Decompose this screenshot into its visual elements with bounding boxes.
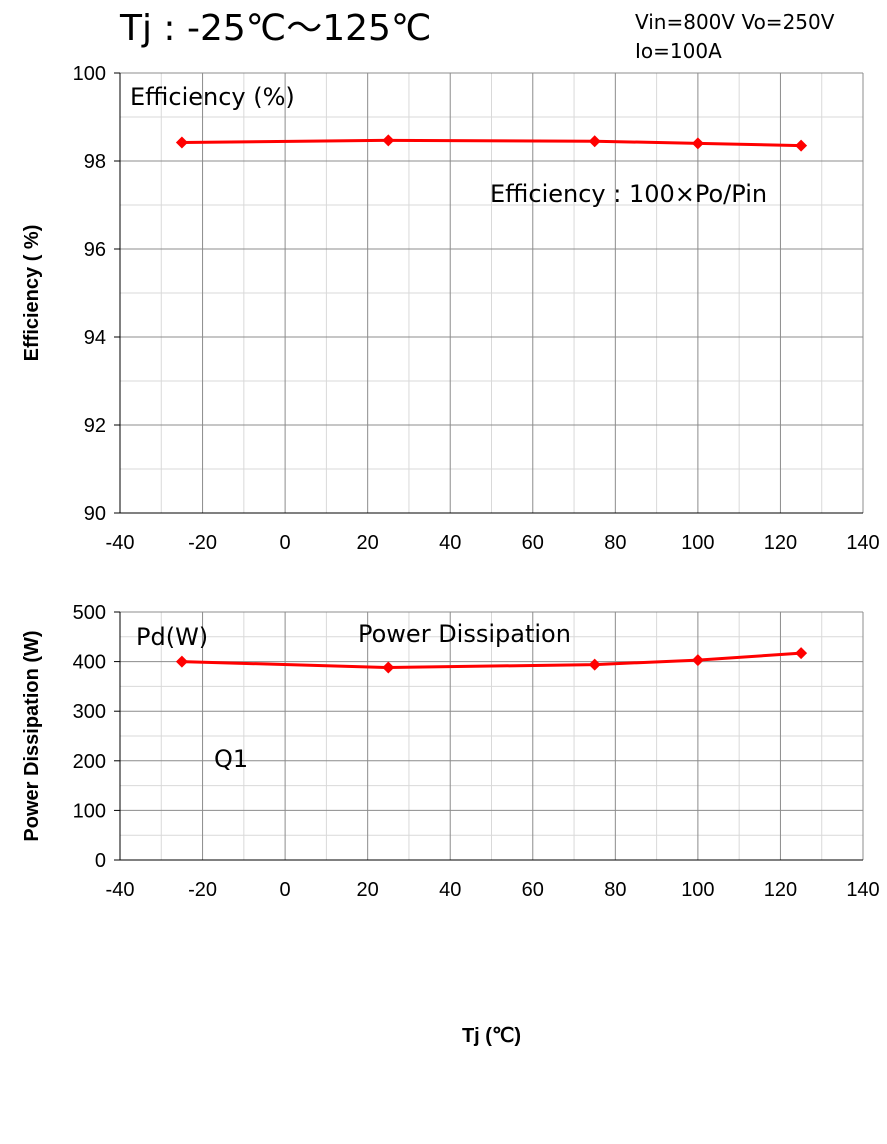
data-point-marker xyxy=(588,135,601,148)
y-tick-label: 200 xyxy=(73,751,106,773)
conditions-line-2: Io=100A xyxy=(635,39,722,63)
x-tick-label: 40 xyxy=(439,879,461,901)
chart-annotation: Efficiency (%) xyxy=(130,83,295,111)
y-tick-label: 98 xyxy=(84,151,106,173)
data-point-marker xyxy=(795,647,808,660)
x-tick-label: 100 xyxy=(681,532,714,554)
data-point-marker xyxy=(382,134,395,147)
y-tick-label: 0 xyxy=(95,850,106,872)
x-axis-label: Tj (℃) xyxy=(462,1025,521,1047)
x-tick-label: 60 xyxy=(522,879,544,901)
x-tick-label: 100 xyxy=(681,879,714,901)
x-tick-label: 20 xyxy=(357,532,379,554)
y-tick-label: 100 xyxy=(73,63,106,85)
y-tick-label: 300 xyxy=(73,701,106,723)
figure-title: Tj : -25℃～125℃ xyxy=(119,8,431,49)
x-tick-label: 0 xyxy=(280,532,291,554)
y-tick-label: 94 xyxy=(84,327,106,349)
x-tick-label: -40 xyxy=(106,879,135,901)
x-tick-label: 40 xyxy=(439,532,461,554)
y-axis-label: Efficiency ( %) xyxy=(21,225,43,362)
chart-annotation: Efficiency : 100×Po/Pin xyxy=(490,180,767,208)
x-tick-label: -40 xyxy=(106,532,135,554)
x-tick-label: 80 xyxy=(604,879,626,901)
chart-annotation: Q1 xyxy=(214,745,248,773)
data-point-marker xyxy=(691,137,704,150)
y-axis-label: Power Dissipation (W) xyxy=(21,630,43,841)
x-tick-label: -20 xyxy=(188,532,217,554)
x-tick-label: 120 xyxy=(764,879,797,901)
y-tick-label: 90 xyxy=(84,503,106,525)
data-point-marker xyxy=(795,139,808,152)
data-point-marker xyxy=(588,658,601,671)
x-tick-label: 80 xyxy=(604,532,626,554)
conditions-line-1: Vin=800V Vo=250V xyxy=(635,10,835,34)
x-tick-label: 140 xyxy=(846,879,879,901)
x-tick-label: 140 xyxy=(846,532,879,554)
y-tick-label: 96 xyxy=(84,239,106,261)
y-tick-label: 400 xyxy=(73,652,106,674)
data-point-marker xyxy=(382,661,395,674)
x-tick-label: 60 xyxy=(522,532,544,554)
x-tick-label: 0 xyxy=(280,879,291,901)
y-tick-label: 92 xyxy=(84,415,106,437)
x-tick-label: 120 xyxy=(764,532,797,554)
data-point-marker xyxy=(691,654,704,667)
y-tick-label: 100 xyxy=(73,800,106,822)
chart-annotation: Power Dissipation xyxy=(358,620,571,648)
data-point-marker xyxy=(175,655,188,668)
chart-annotation: Pd(W) xyxy=(136,623,208,651)
y-tick-label: 500 xyxy=(73,602,106,624)
data-point-marker xyxy=(175,136,188,149)
efficiency-chart: -40 -20 0 20 40 60 80 100 120 140 90 92 94 96 98 100 Eff… xyxy=(21,63,880,554)
x-tick-label: 20 xyxy=(357,879,379,901)
power-dissipation-chart: -40 -20 0 20 40 60 80 100 120 140 0 100 200 300 400 500… xyxy=(21,602,880,1047)
x-tick-label: -20 xyxy=(188,879,217,901)
